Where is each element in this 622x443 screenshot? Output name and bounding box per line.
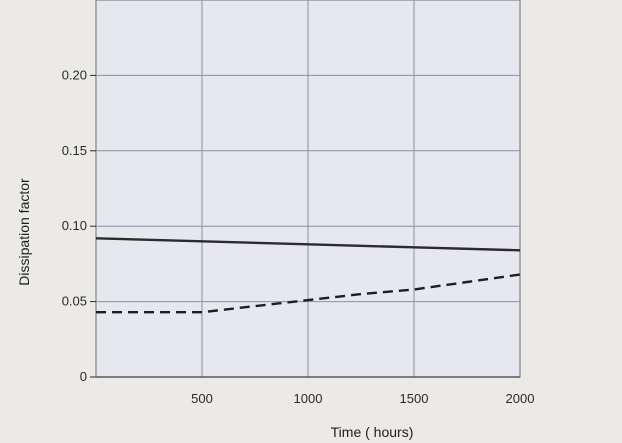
- y-tick-label: 0: [80, 369, 87, 384]
- dashed-series-line: [96, 273, 521, 314]
- x-tick-label: 1500: [400, 391, 429, 406]
- x-tick-label: 1000: [294, 391, 323, 406]
- y-tick-label: 0.05: [62, 294, 87, 309]
- x-axis-title: Time ( hours): [331, 424, 414, 440]
- tick-labels: 0 0.05 0.10 0.15 0.20 500 1000 1500 2000: [62, 67, 535, 406]
- y-tick-label: 0.15: [62, 143, 87, 158]
- grid: [96, 0, 520, 378]
- x-tick-label: 500: [191, 391, 213, 406]
- y-axis-title: Dissipation factor: [16, 178, 32, 286]
- y-tick-label: 0.20: [62, 67, 87, 82]
- y-tick-label: 0.10: [62, 218, 87, 233]
- series-group: [95, 237, 521, 314]
- x-tick-label: 2000: [506, 391, 535, 406]
- solid-series-line: [95, 237, 521, 252]
